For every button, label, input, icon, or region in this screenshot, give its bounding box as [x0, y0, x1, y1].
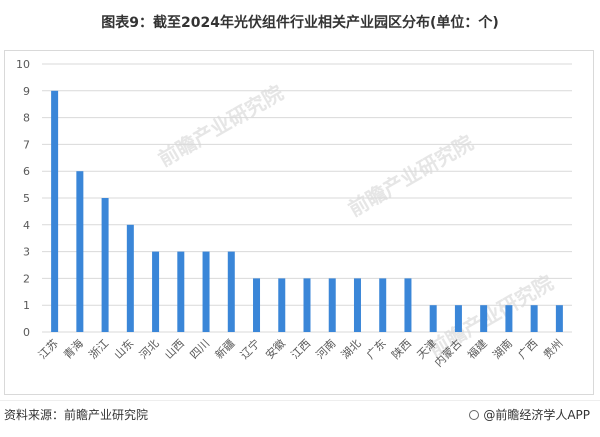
- y-tick-label: 0: [23, 326, 30, 339]
- bar: [202, 251, 210, 332]
- x-tick-label: 贵州: [541, 337, 566, 362]
- x-tick-label: 新疆: [212, 336, 237, 361]
- x-tick-label: 山东: [112, 337, 137, 362]
- y-tick-label: 1: [23, 299, 30, 312]
- bars: [51, 90, 563, 332]
- bar-chart: 012345678910 江苏 青海 浙江 山东 河北 山西 四川 新疆 辽宁 安徽 江西 河南 湖北广…: [16, 58, 572, 369]
- bar: [454, 305, 462, 332]
- bar: [480, 305, 488, 332]
- bar: [152, 251, 160, 332]
- bar: [353, 278, 361, 332]
- x-tick-label: 内蒙古: [431, 336, 464, 369]
- brand-logo-icon: [469, 409, 480, 420]
- bar: [303, 278, 311, 332]
- x-tick-label: 湖北: [339, 337, 364, 362]
- x-tick-label: 陕西: [389, 336, 414, 361]
- y-tick-label: 8: [23, 112, 30, 125]
- brand-label: @前瞻经济学人APP: [483, 408, 590, 422]
- x-tick-label: 四川: [187, 337, 212, 362]
- bar: [177, 251, 185, 332]
- bar: [505, 305, 513, 332]
- x-tick-label: 浙江: [86, 337, 111, 362]
- y-tick-label: 4: [23, 219, 30, 232]
- x-tick-label: 广东: [364, 337, 389, 362]
- bar: [227, 251, 235, 332]
- footer: 资料来源：前瞻产业研究院 @前瞻经济学人APP: [4, 406, 590, 423]
- x-tick-label: 江西: [288, 337, 313, 362]
- y-tick-label: 7: [23, 138, 30, 151]
- source-note: 资料来源：前瞻产业研究院: [4, 408, 149, 422]
- bar: [555, 305, 563, 332]
- x-tick-label: 湖南: [490, 337, 515, 362]
- y-tick-label: 10: [16, 58, 30, 71]
- x-tick-label: 河南: [314, 337, 339, 362]
- bar: [126, 224, 134, 332]
- y-tick-label: 5: [23, 192, 30, 205]
- y-tick-label: 6: [23, 165, 30, 178]
- bar: [328, 278, 336, 332]
- page-title: 图表9：截至2024年光伏组件行业相关产业园区分布(单位：个): [101, 15, 499, 31]
- x-axis-ticks: 江苏 青海 浙江 山东 河北 山西 四川 新疆 辽宁 安徽 江西 河南 湖北 广东 陕西 天津内蒙古 福建 湖南广…: [36, 336, 566, 369]
- x-tick-label: 江苏: [36, 337, 61, 362]
- brand: @前瞻经济学人APP: [469, 406, 590, 423]
- footer-divider: [0, 400, 600, 401]
- bar: [51, 90, 59, 332]
- bar: [530, 305, 538, 332]
- x-tick-label: 广西: [516, 337, 541, 362]
- bar: [429, 305, 437, 332]
- y-axis-ticks: 0 1 2 3 4 5 6 7 8 9 10: [16, 58, 30, 339]
- x-tick-label: 河北: [137, 337, 162, 362]
- x-tick-label: 山西: [162, 337, 187, 362]
- y-tick-label: 9: [23, 85, 30, 98]
- x-tick-label: 福建: [464, 336, 489, 361]
- x-tick-label: 安徽: [262, 336, 287, 361]
- x-tick-label: 青海: [61, 336, 86, 361]
- bar: [404, 278, 412, 332]
- x-tick-label: 辽宁: [237, 336, 262, 361]
- bar: [76, 171, 84, 332]
- y-tick-label: 2: [23, 272, 30, 285]
- y-tick-label: 3: [23, 246, 30, 259]
- bar: [101, 198, 109, 332]
- bar: [379, 278, 387, 332]
- chart-frame: [4, 50, 594, 395]
- bar: [278, 278, 286, 332]
- bar: [253, 278, 261, 332]
